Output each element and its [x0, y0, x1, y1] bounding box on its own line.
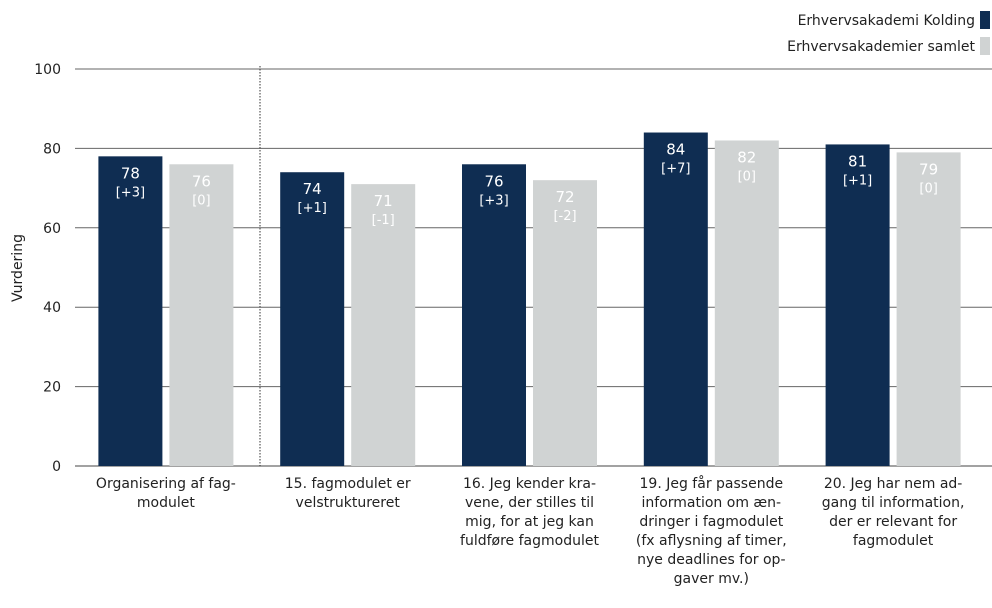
- y-tick-label: 100: [34, 62, 61, 78]
- y-tick-label: 20: [43, 380, 61, 396]
- bar: [98, 156, 163, 466]
- x-category-label-line: dringer i fagmodulet: [639, 514, 783, 530]
- y-tick-label: 40: [43, 300, 61, 316]
- bar-value-label: 78: [121, 164, 140, 182]
- bar-value-label: 84: [666, 141, 685, 159]
- y-tick-label: 80: [43, 141, 61, 157]
- bar-value-label: 79: [919, 160, 938, 178]
- bars: 78 [+3] 76 [0] 74 [+1] 71 [-1] 76 [+3] 72 [-2] 84 [+7…: [98, 132, 961, 466]
- x-category-label-line: nye deadlines for op-: [637, 552, 785, 568]
- bar-delta-label: [+3]: [479, 193, 508, 208]
- y-tick-label: 0: [52, 459, 61, 475]
- bar-value-label: 71: [374, 192, 393, 210]
- legend-label: Erhvervsakademi Kolding: [798, 13, 975, 29]
- x-category-label-line: 16. Jeg kender kra-: [463, 476, 596, 492]
- bar-delta-label: [0]: [919, 181, 937, 196]
- x-category-label-line: 19. Jeg får passende: [640, 475, 784, 492]
- bar-delta-label: [-2]: [553, 209, 576, 224]
- bar: [533, 180, 597, 466]
- bar: [280, 172, 345, 466]
- bar-delta-label: [+1]: [843, 173, 872, 188]
- y-axis-ticks: 0 20 40 60 80 100: [34, 62, 61, 475]
- y-axis-label: Vurdering: [10, 234, 26, 302]
- x-category-label-line: 15. fagmodulet er: [285, 476, 411, 492]
- legend-swatch: [980, 37, 990, 55]
- bar-value-label: 82: [737, 148, 756, 166]
- y-tick-label: 60: [43, 221, 61, 237]
- bar-value-label: 74: [303, 180, 322, 198]
- bar: [462, 164, 526, 466]
- legend-swatch: [980, 11, 990, 29]
- x-category-label-line: (fx aflysning af timer,: [636, 533, 787, 549]
- bar-delta-label: [0]: [192, 193, 210, 208]
- x-category-label: Organisering af fag-modulet: [96, 476, 236, 511]
- x-category-label-line: gang til information,: [822, 495, 965, 511]
- bar-delta-label: [+7]: [661, 162, 690, 177]
- x-category-label-line: fuldføre fagmodulet: [460, 533, 599, 549]
- legend: Erhvervsakademi Kolding Erhvervsakademier…: [787, 11, 990, 55]
- x-category-label: 16. Jeg kender kra-vene, der stilles til…: [460, 476, 599, 549]
- x-category-label-line: modulet: [137, 495, 195, 511]
- bar: [351, 184, 416, 466]
- bar: [825, 144, 890, 466]
- x-category-label-line: gaver mv.): [674, 571, 749, 587]
- x-category-label: 20. Jeg har nem ad-gang til information,…: [822, 476, 965, 549]
- x-category-label-line: mig, for at jeg kan: [465, 514, 594, 530]
- bar: [643, 132, 708, 466]
- x-category-label-line: information om æn-: [642, 495, 782, 511]
- x-category-label-line: 20. Jeg har nem ad-: [824, 476, 963, 492]
- x-category-label: 15. fagmodulet er velstruktureret: [285, 476, 411, 511]
- bar: [169, 164, 234, 466]
- x-category-label-line: Organisering af fag-: [96, 476, 236, 492]
- bar-delta-label: [+3]: [116, 185, 145, 200]
- x-category-label-line: fagmodulet: [853, 533, 934, 549]
- bar-value-label: 81: [848, 152, 867, 170]
- bar: [714, 140, 779, 466]
- bar-value-label: 76: [192, 172, 211, 190]
- category-labels: Organisering af fag-modulet 15. fagmodule…: [96, 475, 964, 587]
- bar-delta-label: [+1]: [298, 201, 327, 216]
- legend-label: Erhvervsakademier samlet: [787, 39, 975, 55]
- bar-value-label: 72: [555, 188, 574, 206]
- bar-delta-label: [0]: [738, 169, 756, 184]
- bar-value-label: 76: [484, 172, 503, 190]
- bar-delta-label: [-1]: [372, 213, 395, 228]
- x-category-label-line: velstruktureret: [296, 495, 401, 511]
- x-category-label-line: vene, der stilles til: [465, 495, 594, 511]
- x-category-label-line: der er relevant for: [829, 514, 957, 530]
- bar: [896, 152, 961, 466]
- x-category-label: 19. Jeg får passende information om æn-dr…: [636, 475, 787, 587]
